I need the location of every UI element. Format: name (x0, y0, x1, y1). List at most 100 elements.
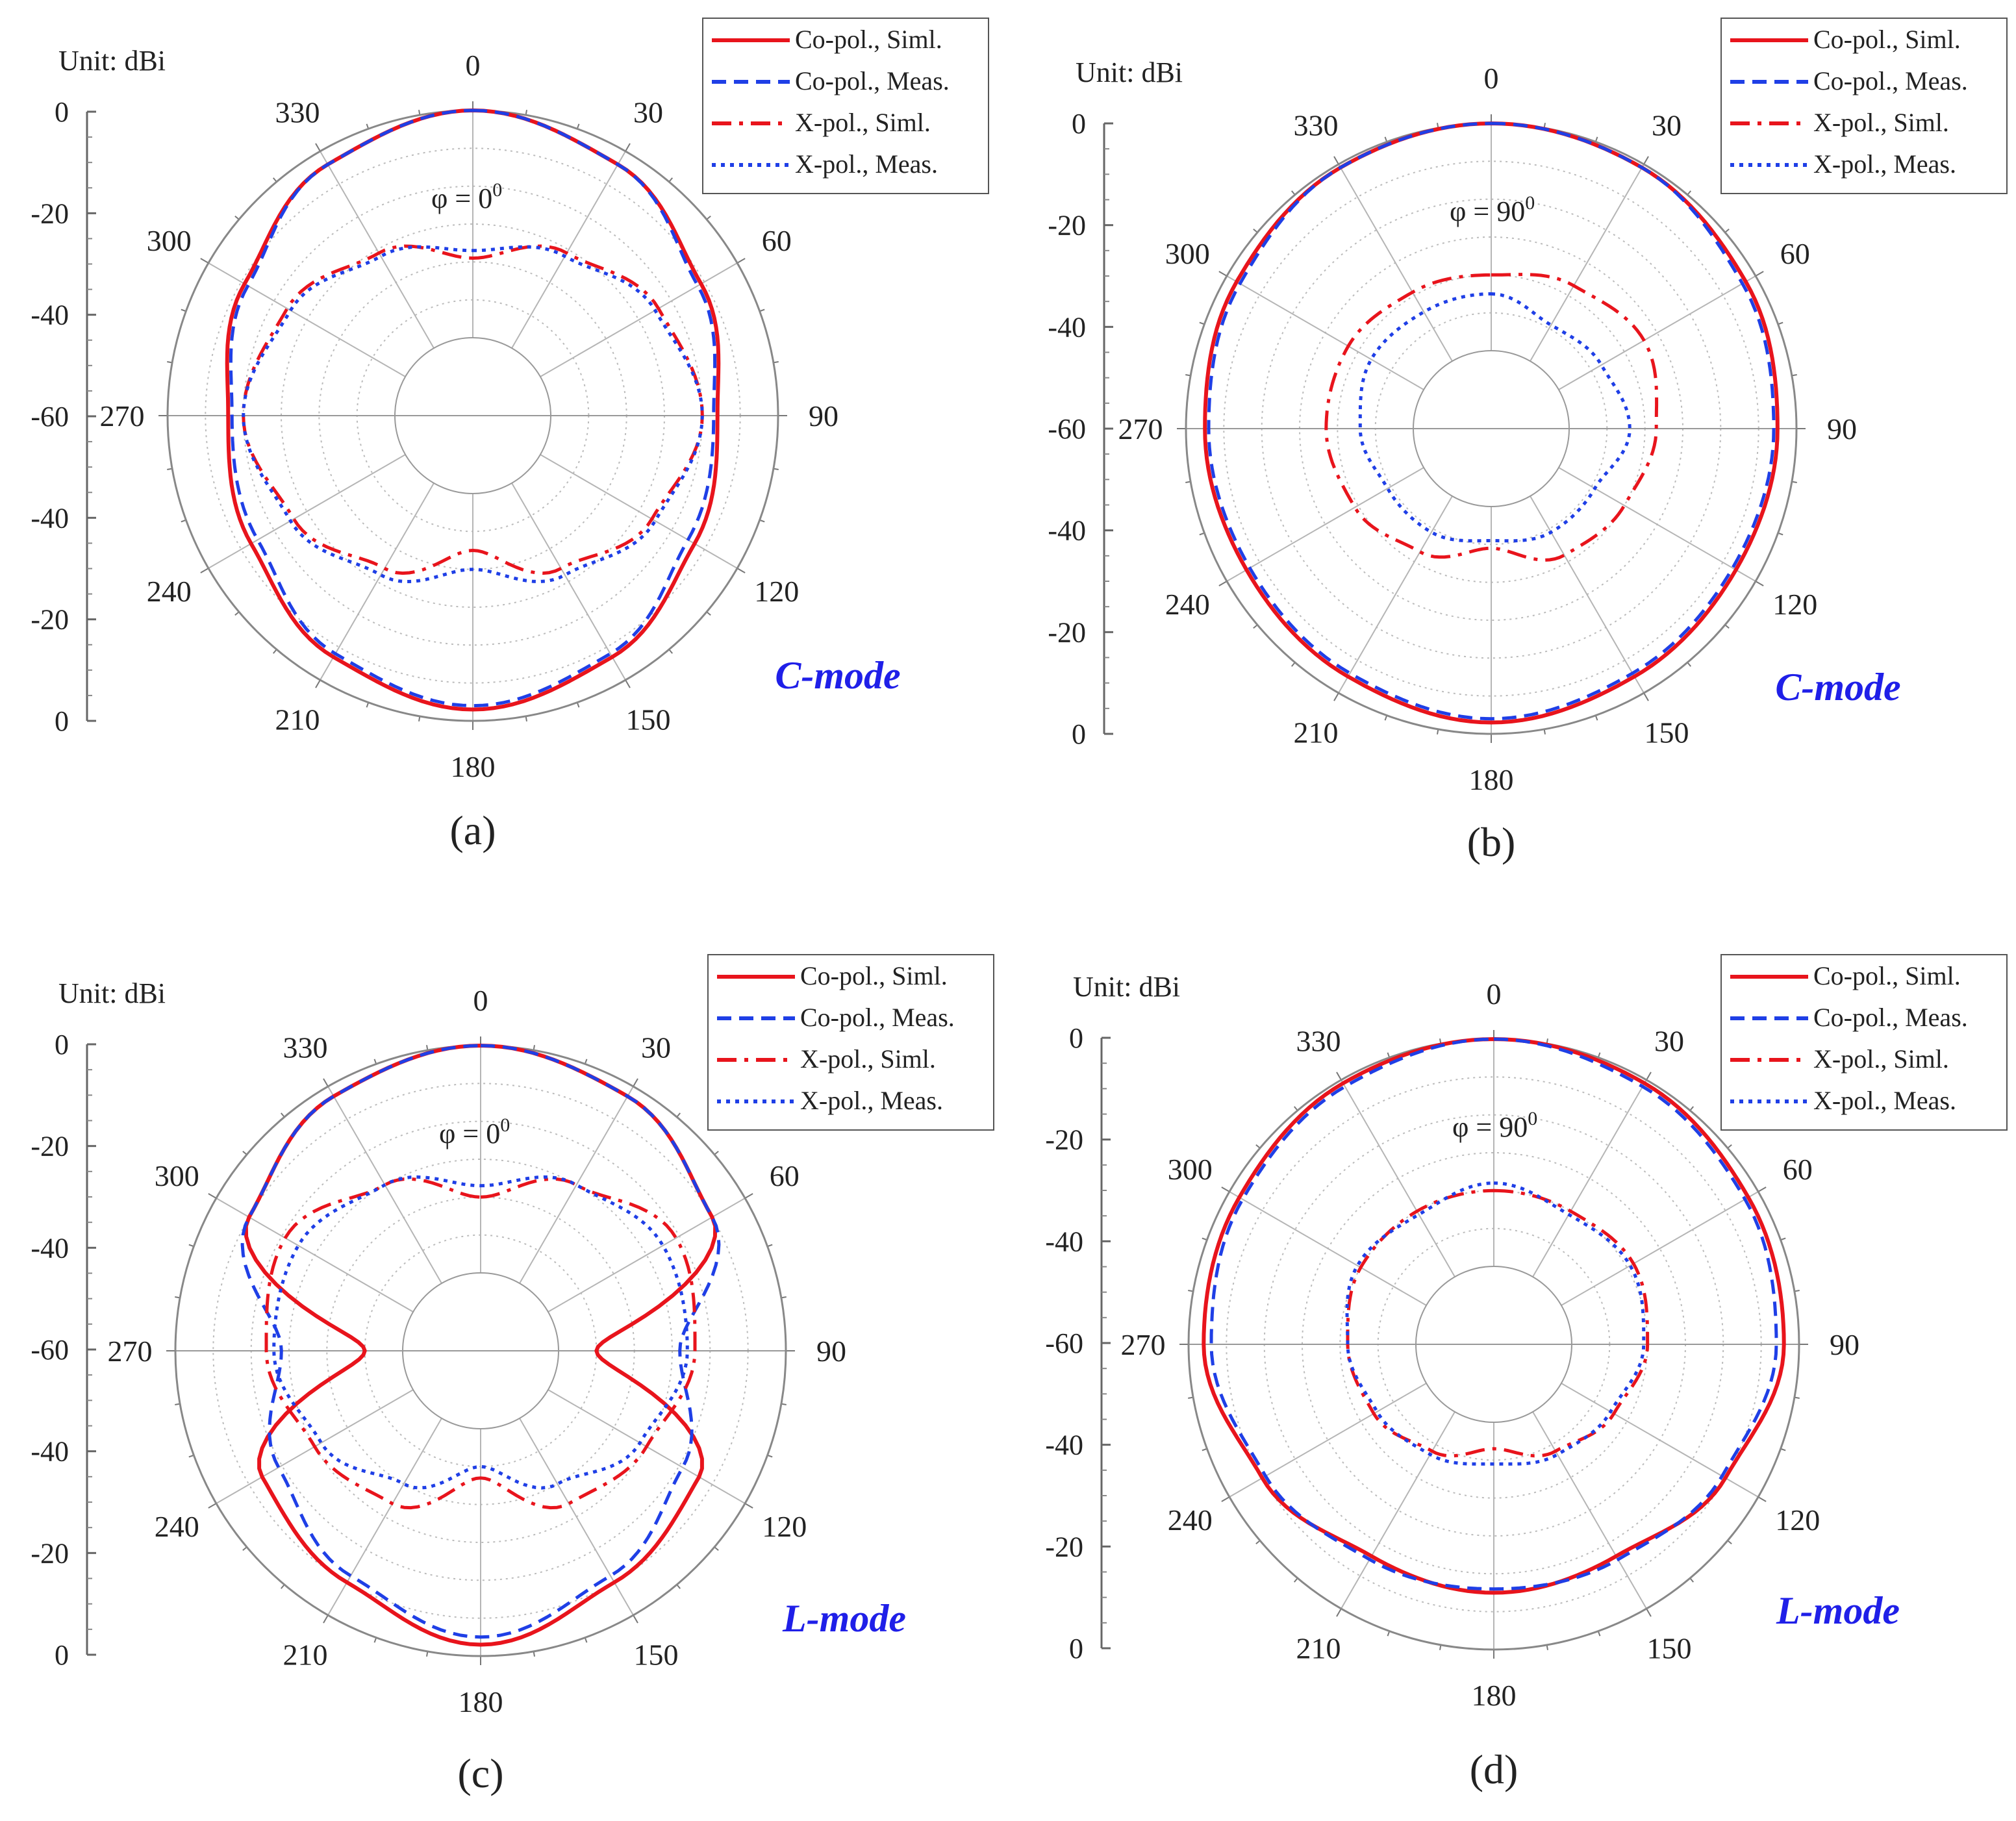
angle-tick (1643, 692, 1649, 701)
legend-label-3: X-pol., Siml. (1813, 108, 1949, 137)
radial-tick-label: -60 (31, 1334, 69, 1366)
angle-tick (625, 143, 631, 152)
series-x-pol-meas- (242, 245, 704, 583)
radial-tick-label: -40 (1048, 515, 1086, 547)
polar-panel-1: 0 30 60 90 120 150 180 210 240 270 300 330 0 -20 -40 -6… (31, 18, 989, 853)
angle-label-300: 300 (1168, 1153, 1213, 1186)
angle-tick (323, 1614, 329, 1624)
angle-tick (1333, 156, 1339, 165)
angle-label-0: 0 (473, 984, 488, 1017)
angle-label-150: 150 (626, 703, 671, 736)
panel-label: (b) (1467, 819, 1516, 865)
angle-tick (633, 1614, 638, 1624)
grid-spoke (1532, 1411, 1647, 1609)
angle-label-240: 240 (147, 575, 192, 608)
inner-ring (1415, 1266, 1572, 1423)
legend-label-1: Co-pol., Siml. (1813, 961, 1961, 990)
angle-label-150: 150 (1647, 1632, 1692, 1665)
unit-label: Unit: dBi (58, 45, 166, 77)
phi-superscript: 0 (492, 179, 502, 201)
angle-label-30: 30 (641, 1031, 671, 1064)
mode-label: L-mode (782, 1597, 906, 1640)
grid-spoke (1561, 1191, 1759, 1306)
angle-tick (1758, 1187, 1767, 1192)
grid-spoke (1338, 164, 1453, 362)
angle-tick (1336, 1608, 1342, 1617)
angle-tick (744, 1503, 753, 1509)
angle-label-240: 240 (155, 1510, 199, 1543)
angle-label-330: 330 (283, 1031, 328, 1064)
grid-spoke (519, 1086, 634, 1284)
unit-label: Unit: dBi (58, 977, 166, 1009)
radial-tick-label: 0 (1069, 1022, 1083, 1054)
angle-label-300: 300 (1165, 237, 1210, 270)
angle-label-210: 210 (1296, 1632, 1341, 1665)
grid-spoke (320, 151, 435, 349)
angle-label-90: 90 (1827, 412, 1857, 446)
grid-spoke (208, 262, 406, 377)
radial-tick-label: 0 (55, 705, 69, 737)
angle-label-0: 0 (466, 49, 481, 82)
polar-panel-4: 0 30 60 90 120 150 180 210 240 270 300 330 0 -20 -40 -6… (1045, 954, 2008, 1792)
series-x-pol-siml- (242, 244, 704, 575)
panel-label: (d) (1470, 1746, 1518, 1792)
legend-label-2: Co-pol., Meas. (1813, 66, 1968, 95)
radial-tick-label: -40 (1045, 1429, 1083, 1461)
grid-spoke (1341, 1079, 1455, 1277)
mode-label: L-mode (1776, 1589, 1900, 1632)
angle-label-90: 90 (809, 399, 838, 433)
radial-tick-label: -20 (1045, 1531, 1083, 1563)
radial-tick-label: -20 (1045, 1124, 1083, 1156)
angle-tick (1646, 1072, 1652, 1081)
radial-tick-label: 0 (1072, 718, 1086, 750)
angle-label-180: 180 (451, 750, 496, 783)
angle-label-120: 120 (1775, 1503, 1820, 1537)
angle-tick (1758, 1496, 1767, 1502)
angle-label-60: 60 (1783, 1153, 1813, 1186)
legend-label-2: Co-pol., Meas. (1813, 1003, 1968, 1032)
legend-label-1: Co-pol., Siml. (800, 961, 948, 990)
angle-tick (208, 1193, 217, 1199)
grid-spoke (1229, 1191, 1427, 1306)
grid-spoke (540, 262, 738, 377)
radial-tick-label: -40 (31, 502, 69, 534)
radial-tick-label: 0 (55, 1639, 69, 1671)
angle-label-90: 90 (1830, 1328, 1859, 1361)
phi-superscript: 0 (1528, 1108, 1537, 1129)
phi-label: φ = 900 (1450, 192, 1535, 227)
phi-label: φ = 900 (1452, 1108, 1537, 1143)
angle-label-210: 210 (283, 1639, 328, 1672)
phi-superscript: 0 (1525, 192, 1535, 214)
inner-ring (1413, 350, 1570, 507)
angle-tick (737, 258, 746, 264)
grid-spoke (1338, 496, 1453, 694)
angle-tick (200, 258, 209, 264)
legend-label-2: Co-pol., Meas. (800, 1003, 955, 1032)
legend-label-4: X-pol., Meas. (1813, 1086, 1956, 1115)
series-co-pol-meas- (229, 108, 717, 708)
legend-label-3: X-pol., Siml. (795, 108, 931, 137)
angle-label-240: 240 (1168, 1503, 1213, 1537)
legend: Co-pol., Siml. Co-pol., Meas. X-pol., Siml… (1720, 18, 2008, 194)
phi-label: φ = 00 (439, 1114, 510, 1149)
angle-label-150: 150 (1644, 716, 1689, 749)
radial-tick-label: -40 (1045, 1225, 1083, 1257)
angle-tick (323, 1078, 329, 1087)
grid-spoke (1226, 275, 1424, 390)
polar-panel-3: 0 30 60 90 120 150 180 210 240 270 300 330 0 -20 -40 -6… (31, 954, 994, 1796)
phi-superscript: 0 (500, 1114, 510, 1136)
radial-tick-label: -60 (1048, 413, 1086, 445)
angle-tick (1646, 1608, 1652, 1617)
angle-label-90: 90 (816, 1335, 846, 1368)
radial-tick-label: -20 (31, 1537, 69, 1569)
grid-spoke (320, 483, 435, 681)
series-co-pol-siml- (1202, 1037, 1786, 1595)
angle-label-270: 270 (1118, 412, 1163, 446)
angle-tick (1221, 1187, 1230, 1192)
grid-spoke (1530, 496, 1644, 694)
legend: Co-pol., Siml. Co-pol., Meas. X-pol., Siml… (702, 18, 989, 194)
inner-ring (402, 1272, 559, 1429)
angle-label-30: 30 (1652, 108, 1682, 142)
angle-label-270: 270 (1121, 1328, 1166, 1361)
